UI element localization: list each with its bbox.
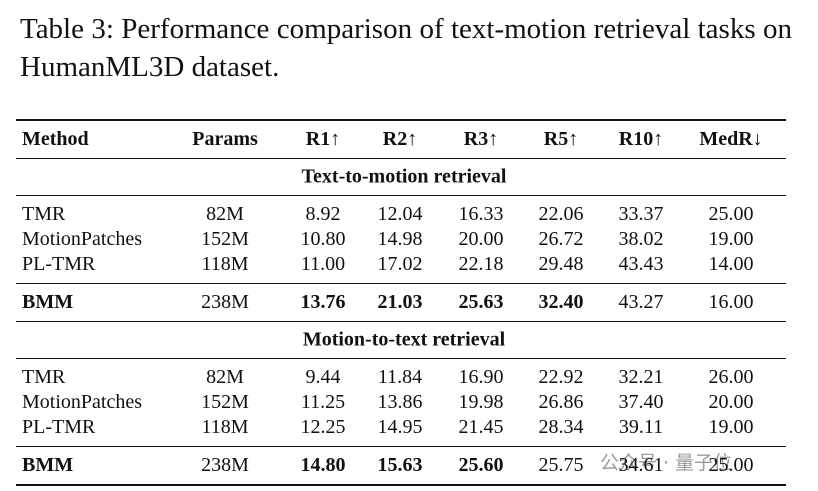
table-cell: BMM (22, 454, 74, 476)
table-cell: 152M (201, 391, 249, 413)
table-cell: 118M (201, 253, 249, 275)
table-cell: 22.06 (538, 203, 584, 225)
table-cell: 82M (206, 203, 244, 225)
table-cell: MotionPatches (22, 391, 142, 413)
table-cell: PL-TMR (22, 416, 96, 438)
table-cell: 14.98 (377, 228, 423, 250)
table-cell: 13.86 (377, 391, 423, 413)
table-cell: 238M (201, 291, 249, 313)
table-rule (16, 446, 786, 447)
table-cell: 14.00 (708, 253, 754, 275)
table-rule (16, 119, 786, 121)
section-title: Text-to-motion retrieval (301, 165, 507, 188)
header-cell: MedR↓ (699, 128, 763, 150)
table-cell: 26.00 (708, 366, 754, 388)
header-cell: R3↑ (463, 128, 499, 150)
table-cell: 25.75 (538, 454, 584, 476)
table-cell: 19.00 (708, 228, 754, 250)
table-cell: 43.27 (618, 291, 664, 313)
table-cell: 12.25 (300, 416, 346, 438)
table-cell: 11.25 (300, 391, 346, 413)
table-rule (16, 195, 786, 196)
table-cell: 22.92 (538, 366, 584, 388)
table-cell: 11.84 (377, 366, 423, 388)
table-cell: 25.00 (708, 454, 754, 476)
table-rule (16, 358, 786, 359)
table-cell: 26.72 (538, 228, 584, 250)
table-cell: 13.76 (300, 291, 346, 313)
table-rule (16, 484, 786, 486)
table-cell: 82M (206, 366, 244, 388)
table-cell: MotionPatches (22, 228, 142, 250)
table-cell: 43.43 (618, 253, 664, 275)
table-cell: 38.02 (618, 228, 664, 250)
table-cell: 20.00 (708, 391, 754, 413)
table-cell: 16.00 (708, 291, 754, 313)
table-cell: 16.33 (458, 203, 504, 225)
table-cell: 37.40 (618, 391, 664, 413)
table-cell: TMR (22, 203, 66, 225)
header-cell: R1↑ (305, 128, 341, 150)
table-cell: BMM (22, 291, 74, 313)
watermark: 公众号 · 量子位 (600, 452, 733, 474)
table-cell: 32.40 (538, 291, 584, 313)
table-cell: 238M (201, 454, 249, 476)
table-cell: 34.61 (618, 454, 664, 476)
section-title: Motion-to-text retrieval (302, 328, 506, 351)
table-cell: 10.80 (300, 228, 346, 250)
header-cell: Method (22, 128, 89, 150)
table-cell: 32.21 (618, 366, 664, 388)
table-rule (16, 158, 786, 159)
table-cell: 25.60 (458, 454, 504, 476)
header-cell: Params (192, 128, 258, 150)
table-cell: 21.45 (458, 416, 504, 438)
table-rule (16, 321, 786, 322)
table-cell: 14.95 (377, 416, 423, 438)
table-cell: 152M (201, 228, 249, 250)
table-cell: 33.37 (618, 203, 664, 225)
table-cell: 12.04 (377, 203, 423, 225)
table-cell: PL-TMR (22, 253, 96, 275)
table-cell: 17.02 (377, 253, 423, 275)
table-cell: 15.63 (377, 454, 423, 476)
table-cell: 26.86 (538, 391, 584, 413)
table-cell: 9.44 (305, 366, 341, 388)
table-cell: 20.00 (458, 228, 504, 250)
header-cell: R5↑ (543, 128, 579, 150)
header-cell: R10↑ (618, 128, 664, 150)
table-cell: TMR (22, 366, 66, 388)
table-cell: 25.00 (708, 203, 754, 225)
table-cell: 29.48 (538, 253, 584, 275)
table-cell: 21.03 (377, 291, 423, 313)
table-cell: 16.90 (458, 366, 504, 388)
table-cell: 28.34 (538, 416, 584, 438)
table-caption: Table 3: Performance comparison of text-… (20, 13, 792, 83)
table-cell: 14.80 (300, 454, 346, 476)
table-cell: 11.00 (300, 253, 346, 275)
table-cell: 19.00 (708, 416, 754, 438)
header-cell: R2↑ (382, 128, 418, 150)
table-cell: 39.11 (618, 416, 664, 438)
table-cell: 25.63 (458, 291, 504, 313)
table-cell: 22.18 (458, 253, 504, 275)
table-cell: 8.92 (305, 203, 341, 225)
table-cell: 19.98 (458, 391, 504, 413)
table-rule (16, 283, 786, 284)
table-cell: 118M (201, 416, 249, 438)
